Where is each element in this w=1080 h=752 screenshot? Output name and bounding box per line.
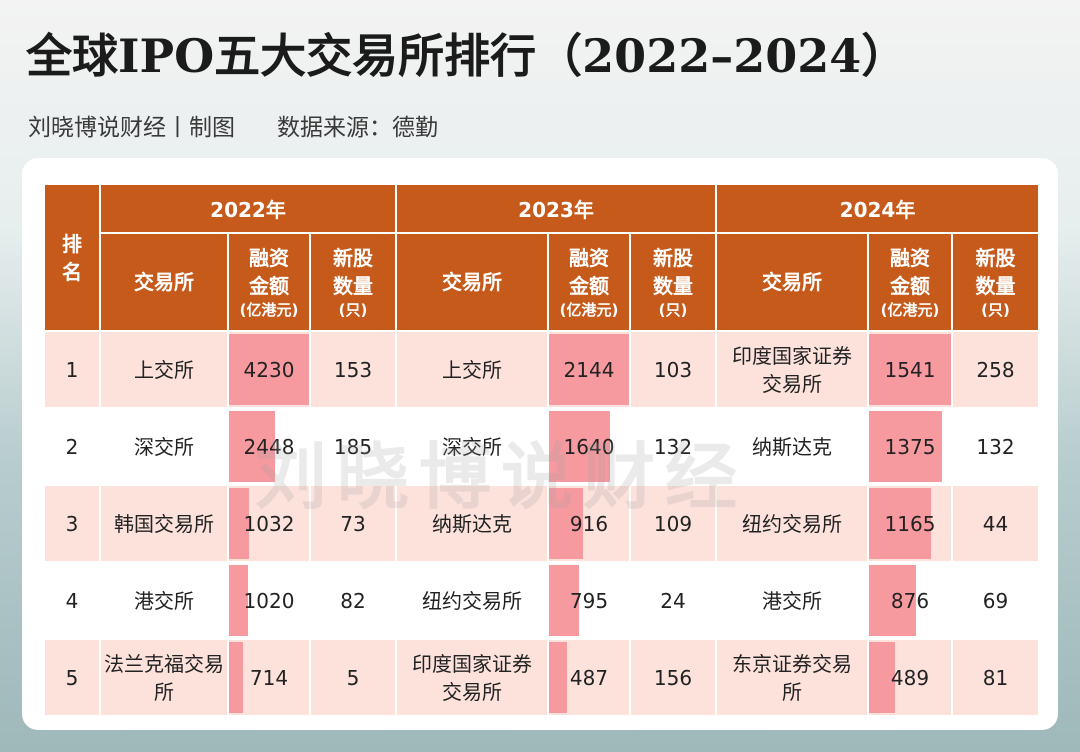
count-cell: 24 [629,561,717,640]
count-cell: 156 [629,638,717,717]
exchange-cell: 纽约交易所 [715,484,869,563]
count-cell: 109 [629,484,717,563]
exchange-cell: 韩国交易所 [99,484,229,563]
ipo-ranking-table: 排名 2022年 2023年 2024年 交易所 融资金额 (亿港元) 新股数量 (只)… [43,183,1040,717]
amount-bar [869,642,895,713]
count-cell: 132 [951,407,1040,486]
amount-cell: 1165 [867,484,953,563]
amount-bar [869,565,916,636]
col-exchange-2022: 交易所 [99,232,229,332]
year-header-2022: 2022年 [99,183,397,234]
subtitle: 刘晓博说财经丨制图 数据来源：德勤 [28,108,438,142]
exchange-cell: 深交所 [395,407,549,486]
rank-cell: 4 [43,561,101,640]
table-row: 1 上交所 4230 153 上交所 2144 103 印度国家证券交易所 1541 258 [43,330,1040,409]
table-row: 2 深交所 2448 185 深交所 1640 132 纳斯达克 1375 132 [43,407,1040,486]
amount-cell: 714 [227,638,311,717]
amount-cell: 2144 [547,330,631,409]
col-amount-2023: 融资金额 (亿港元) [547,232,631,332]
amount-bar [549,488,584,559]
col-amount-2022: 融资金额 (亿港元) [227,232,311,332]
table-row: 5 法兰克福交易所 714 5 印度国家证券交易所 487 156 东京证券交易所 489 81 [43,638,1040,717]
amount-bar [869,488,931,559]
amount-cell: 1020 [227,561,311,640]
exchange-cell: 深交所 [99,407,229,486]
year-header-2023: 2023年 [395,183,717,234]
amount-bar [549,642,568,713]
amount-bar [549,334,629,405]
amount-cell: 1032 [227,484,311,563]
exchange-cell: 印度国家证券交易所 [395,638,549,717]
col-exchange-2023: 交易所 [395,232,549,332]
count-cell: 5 [309,638,397,717]
table-card: 排名 2022年 2023年 2024年 交易所 融资金额 (亿港元) 新股数量 (只)… [22,158,1058,730]
col-exchange-2024: 交易所 [715,232,869,332]
amount-bar [229,334,309,405]
exchange-cell: 上交所 [395,330,549,409]
count-cell: 132 [629,407,717,486]
amount-cell: 489 [867,638,953,717]
amount-bar [549,565,579,636]
exchange-cell: 纳斯达克 [395,484,549,563]
year-header-2024: 2024年 [715,183,1040,234]
page-title: 全球IPO五大交易所排行（2022–2024） [26,29,908,83]
amount-bar [229,488,249,559]
amount-cell: 795 [547,561,631,640]
exchange-cell: 东京证券交易所 [715,638,869,717]
rank-cell: 3 [43,484,101,563]
amount-cell: 916 [547,484,631,563]
rank-header: 排名 [43,183,101,332]
exchange-cell: 纳斯达克 [715,407,869,486]
amount-bar [869,334,951,405]
exchange-cell: 印度国家证券交易所 [715,330,869,409]
exchange-cell: 港交所 [99,561,229,640]
count-cell: 153 [309,330,397,409]
exchange-cell: 上交所 [99,330,229,409]
amount-cell: 4230 [227,330,311,409]
amount-cell: 487 [547,638,631,717]
count-cell: 44 [951,484,1040,563]
table-row: 4 港交所 1020 82 纽约交易所 795 24 港交所 876 69 [43,561,1040,640]
amount-bar [869,411,943,482]
table-row: 3 韩国交易所 1032 73 纳斯达克 916 109 纽约交易所 1165 44 [43,484,1040,563]
count-cell: 69 [951,561,1040,640]
amount-bar [229,411,276,482]
amount-cell: 2448 [227,407,311,486]
rank-cell: 1 [43,330,101,409]
count-cell: 81 [951,638,1040,717]
author-credit: 刘晓博说财经丨制图 [28,115,235,141]
count-cell: 258 [951,330,1040,409]
data-source: 数据来源：德勤 [277,115,438,141]
amount-cell: 1375 [867,407,953,486]
col-count-2024: 新股数量 (只) [951,232,1040,332]
amount-bar [229,565,249,636]
amount-bar [229,642,243,713]
rank-cell: 2 [43,407,101,486]
amount-bar [549,411,611,482]
exchange-cell: 法兰克福交易所 [99,638,229,717]
exchange-cell: 纽约交易所 [395,561,549,640]
count-cell: 73 [309,484,397,563]
col-count-2022: 新股数量 (只) [309,232,397,332]
exchange-cell: 港交所 [715,561,869,640]
amount-cell: 876 [867,561,953,640]
count-cell: 185 [309,407,397,486]
count-cell: 103 [629,330,717,409]
amount-cell: 1640 [547,407,631,486]
col-amount-2024: 融资金额 (亿港元) [867,232,953,332]
rank-cell: 5 [43,638,101,717]
count-cell: 82 [309,561,397,640]
col-count-2023: 新股数量 (只) [629,232,717,332]
amount-cell: 1541 [867,330,953,409]
